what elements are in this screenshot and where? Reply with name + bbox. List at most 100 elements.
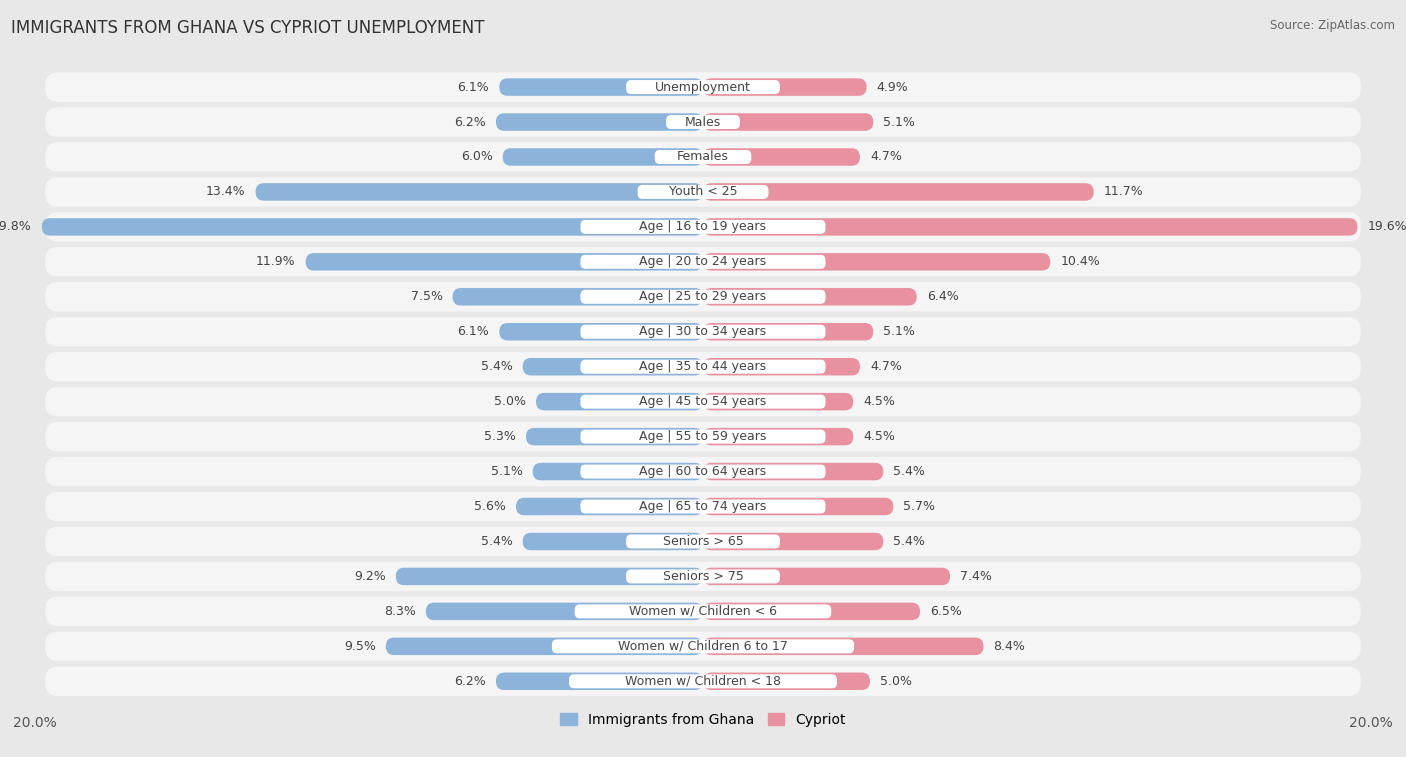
- FancyBboxPatch shape: [523, 533, 703, 550]
- FancyBboxPatch shape: [703, 533, 883, 550]
- Text: 11.9%: 11.9%: [256, 255, 295, 268]
- FancyBboxPatch shape: [453, 288, 703, 306]
- Text: 5.3%: 5.3%: [484, 430, 516, 443]
- FancyBboxPatch shape: [396, 568, 703, 585]
- Text: 5.0%: 5.0%: [494, 395, 526, 408]
- FancyBboxPatch shape: [581, 465, 825, 478]
- FancyBboxPatch shape: [581, 500, 825, 513]
- Text: 7.4%: 7.4%: [960, 570, 993, 583]
- Text: Women w/ Children < 6: Women w/ Children < 6: [628, 605, 778, 618]
- FancyBboxPatch shape: [385, 637, 703, 655]
- Text: 5.4%: 5.4%: [481, 360, 513, 373]
- Text: 5.4%: 5.4%: [893, 535, 925, 548]
- FancyBboxPatch shape: [581, 430, 825, 444]
- FancyBboxPatch shape: [703, 323, 873, 341]
- Text: 6.5%: 6.5%: [931, 605, 962, 618]
- FancyBboxPatch shape: [581, 255, 825, 269]
- FancyBboxPatch shape: [569, 674, 837, 688]
- FancyBboxPatch shape: [581, 394, 825, 409]
- Text: 19.6%: 19.6%: [1368, 220, 1406, 233]
- FancyBboxPatch shape: [703, 253, 1050, 270]
- FancyBboxPatch shape: [703, 218, 1358, 235]
- FancyBboxPatch shape: [45, 282, 1361, 311]
- FancyBboxPatch shape: [502, 148, 703, 166]
- Text: 8.4%: 8.4%: [994, 640, 1025, 653]
- Text: 6.1%: 6.1%: [457, 80, 489, 94]
- Text: 9.5%: 9.5%: [344, 640, 375, 653]
- FancyBboxPatch shape: [533, 463, 703, 480]
- FancyBboxPatch shape: [45, 667, 1361, 696]
- FancyBboxPatch shape: [523, 358, 703, 375]
- FancyBboxPatch shape: [45, 492, 1361, 522]
- FancyBboxPatch shape: [553, 640, 853, 653]
- FancyBboxPatch shape: [575, 604, 831, 618]
- Text: 19.8%: 19.8%: [0, 220, 32, 233]
- Text: 6.2%: 6.2%: [454, 674, 486, 688]
- Text: 4.7%: 4.7%: [870, 360, 901, 373]
- Text: Age | 16 to 19 years: Age | 16 to 19 years: [640, 220, 766, 233]
- FancyBboxPatch shape: [703, 498, 893, 516]
- FancyBboxPatch shape: [45, 457, 1361, 486]
- FancyBboxPatch shape: [496, 672, 703, 690]
- FancyBboxPatch shape: [45, 212, 1361, 241]
- FancyBboxPatch shape: [626, 569, 780, 584]
- Text: 5.4%: 5.4%: [893, 465, 925, 478]
- FancyBboxPatch shape: [499, 323, 703, 341]
- Text: Age | 45 to 54 years: Age | 45 to 54 years: [640, 395, 766, 408]
- FancyBboxPatch shape: [703, 637, 983, 655]
- Text: 4.7%: 4.7%: [870, 151, 901, 164]
- FancyBboxPatch shape: [626, 534, 780, 549]
- FancyBboxPatch shape: [45, 107, 1361, 137]
- Text: 13.4%: 13.4%: [205, 185, 246, 198]
- FancyBboxPatch shape: [426, 603, 703, 620]
- FancyBboxPatch shape: [526, 428, 703, 445]
- FancyBboxPatch shape: [45, 527, 1361, 556]
- FancyBboxPatch shape: [703, 114, 873, 131]
- Text: 9.2%: 9.2%: [354, 570, 385, 583]
- Text: IMMIGRANTS FROM GHANA VS CYPRIOT UNEMPLOYMENT: IMMIGRANTS FROM GHANA VS CYPRIOT UNEMPLO…: [11, 19, 485, 37]
- FancyBboxPatch shape: [45, 562, 1361, 591]
- FancyBboxPatch shape: [581, 220, 825, 234]
- FancyBboxPatch shape: [256, 183, 703, 201]
- FancyBboxPatch shape: [499, 78, 703, 96]
- FancyBboxPatch shape: [45, 247, 1361, 276]
- FancyBboxPatch shape: [45, 177, 1361, 207]
- Text: 4.5%: 4.5%: [863, 395, 896, 408]
- FancyBboxPatch shape: [703, 393, 853, 410]
- FancyBboxPatch shape: [45, 352, 1361, 382]
- FancyBboxPatch shape: [637, 185, 769, 199]
- Text: Females: Females: [678, 151, 728, 164]
- Text: Age | 30 to 34 years: Age | 30 to 34 years: [640, 326, 766, 338]
- FancyBboxPatch shape: [703, 148, 860, 166]
- FancyBboxPatch shape: [703, 568, 950, 585]
- FancyBboxPatch shape: [581, 325, 825, 338]
- Text: Age | 25 to 29 years: Age | 25 to 29 years: [640, 290, 766, 304]
- FancyBboxPatch shape: [45, 387, 1361, 416]
- FancyBboxPatch shape: [45, 73, 1361, 101]
- Text: 10.4%: 10.4%: [1060, 255, 1099, 268]
- Text: 5.1%: 5.1%: [883, 326, 915, 338]
- Text: 6.1%: 6.1%: [457, 326, 489, 338]
- FancyBboxPatch shape: [703, 672, 870, 690]
- Text: 5.7%: 5.7%: [903, 500, 935, 513]
- Text: 5.6%: 5.6%: [474, 500, 506, 513]
- FancyBboxPatch shape: [703, 603, 920, 620]
- Text: 11.7%: 11.7%: [1104, 185, 1143, 198]
- Text: 5.4%: 5.4%: [481, 535, 513, 548]
- FancyBboxPatch shape: [703, 183, 1094, 201]
- Text: 5.1%: 5.1%: [883, 116, 915, 129]
- Legend: Immigrants from Ghana, Cypriot: Immigrants from Ghana, Cypriot: [554, 707, 852, 732]
- Text: 5.0%: 5.0%: [880, 674, 912, 688]
- Text: Source: ZipAtlas.com: Source: ZipAtlas.com: [1270, 19, 1395, 32]
- Text: 4.9%: 4.9%: [877, 80, 908, 94]
- Text: 7.5%: 7.5%: [411, 290, 443, 304]
- Text: Age | 65 to 74 years: Age | 65 to 74 years: [640, 500, 766, 513]
- FancyBboxPatch shape: [536, 393, 703, 410]
- Text: 6.0%: 6.0%: [461, 151, 492, 164]
- FancyBboxPatch shape: [45, 317, 1361, 347]
- FancyBboxPatch shape: [45, 422, 1361, 451]
- Text: Seniors > 75: Seniors > 75: [662, 570, 744, 583]
- FancyBboxPatch shape: [496, 114, 703, 131]
- Text: 6.4%: 6.4%: [927, 290, 959, 304]
- Text: Unemployment: Unemployment: [655, 80, 751, 94]
